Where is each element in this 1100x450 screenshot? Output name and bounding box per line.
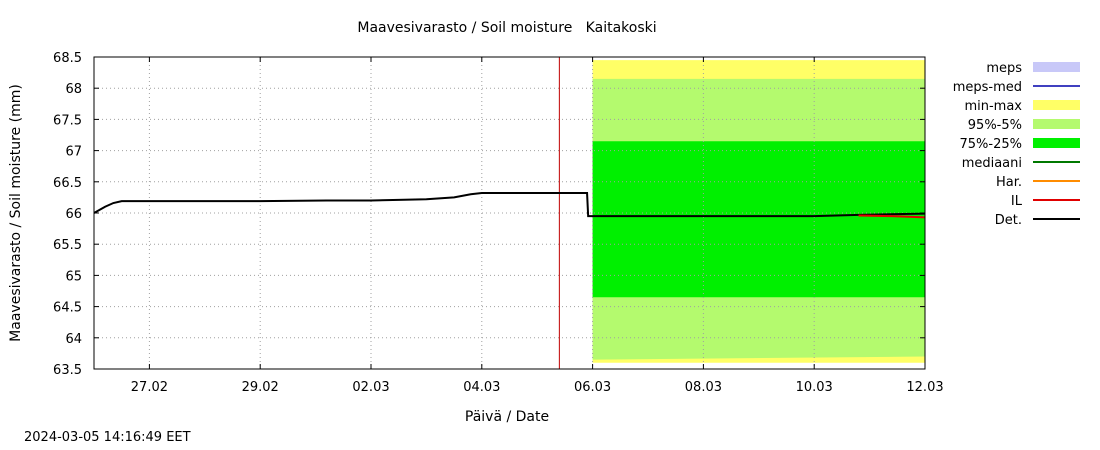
x-tick-label: 12.03 bbox=[906, 380, 943, 395]
x-axis: 27.02 29.02 02.03 04.03 06.03 08.03 10.03 12.03 bbox=[131, 57, 944, 395]
legend-label-il: IL bbox=[1011, 194, 1023, 209]
y-tick-label: 64.5 bbox=[53, 301, 82, 316]
band-75pct-25pct bbox=[592, 141, 925, 298]
y-tick-label: 63.5 bbox=[53, 363, 82, 378]
data-series bbox=[93, 192, 926, 219]
y-tick-label: 66.5 bbox=[53, 176, 82, 191]
x-tick-label: 27.02 bbox=[131, 380, 168, 395]
x-tick-label: 02.03 bbox=[352, 380, 389, 395]
series-det bbox=[93, 192, 926, 218]
legend-swatch-75pct-25pct bbox=[1033, 138, 1080, 148]
timestamp: 2024-03-05 14:16:49 EET bbox=[24, 430, 191, 445]
y-tick-label: 68 bbox=[65, 82, 82, 97]
legend-label-har: Har. bbox=[996, 175, 1022, 190]
legend-swatch-min-max bbox=[1033, 100, 1080, 110]
y-tick-label: 67 bbox=[65, 145, 82, 160]
legend-label-95pct-5pct: 95%-5% bbox=[968, 118, 1022, 133]
chart-title: Maavesivarasto / Soil moisture Kaitakosk… bbox=[357, 20, 656, 36]
legend-label-det: Det. bbox=[995, 213, 1022, 228]
y-tick-label: 68.5 bbox=[53, 51, 82, 66]
legend-label-meps-med: meps-med bbox=[953, 80, 1022, 95]
y-tick-label: 65.5 bbox=[53, 238, 82, 253]
x-tick-label: 29.02 bbox=[242, 380, 279, 395]
y-axis: 63.5 64 64.5 65 65.5 66 66.5 67 67.5 68 68.5 bbox=[53, 51, 925, 378]
legend-swatch-95pct-5pct bbox=[1033, 119, 1080, 129]
uncertainty-bands bbox=[592, 60, 925, 363]
y-tick-label: 65 bbox=[65, 269, 82, 284]
y-tick-label: 64 bbox=[65, 332, 82, 347]
x-tick-label: 04.03 bbox=[463, 380, 500, 395]
legend-label-75pct-25pct: 75%-25% bbox=[960, 137, 1022, 152]
x-tick-label: 06.03 bbox=[574, 380, 611, 395]
legend: meps meps-med min-max 95%-5% 75%-25% mediaani… bbox=[953, 61, 1080, 228]
y-tick-label: 66 bbox=[65, 207, 82, 222]
legend-label-min-max: min-max bbox=[964, 99, 1022, 114]
x-tick-label: 08.03 bbox=[685, 380, 722, 395]
x-tick-label: 10.03 bbox=[796, 380, 833, 395]
legend-label-mediaani: mediaani bbox=[962, 156, 1022, 171]
legend-label-meps: meps bbox=[986, 61, 1022, 76]
y-axis-label: Maavesivarasto / Soil moisture (mm) bbox=[8, 84, 24, 342]
x-axis-label: Päivä / Date bbox=[465, 409, 549, 425]
series-il bbox=[858, 214, 926, 219]
grid-lines bbox=[94, 57, 925, 369]
y-tick-label: 67.5 bbox=[53, 113, 82, 128]
legend-swatch-meps bbox=[1033, 62, 1080, 72]
